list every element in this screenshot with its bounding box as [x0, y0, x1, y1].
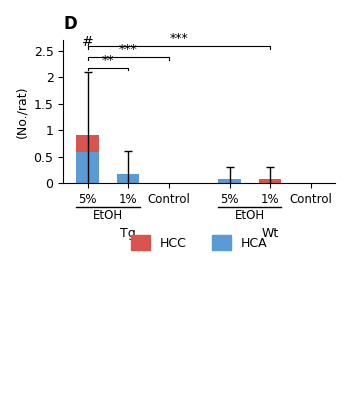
Bar — [218, 179, 241, 183]
Text: Tg: Tg — [120, 227, 136, 240]
Bar — [76, 135, 99, 152]
Y-axis label: (No./rat): (No./rat) — [15, 85, 28, 138]
Text: ***: *** — [169, 32, 188, 45]
Text: Wt: Wt — [261, 227, 279, 240]
Text: #: # — [82, 35, 93, 50]
Text: D: D — [63, 15, 77, 33]
Bar — [76, 152, 99, 183]
Text: **: ** — [102, 54, 114, 66]
Text: ***: *** — [119, 43, 138, 56]
Text: EtOH: EtOH — [93, 209, 123, 222]
Text: EtOH: EtOH — [235, 209, 265, 222]
Bar — [117, 174, 139, 183]
Legend: HCC, HCA: HCC, HCA — [126, 230, 272, 255]
Bar — [259, 179, 281, 183]
